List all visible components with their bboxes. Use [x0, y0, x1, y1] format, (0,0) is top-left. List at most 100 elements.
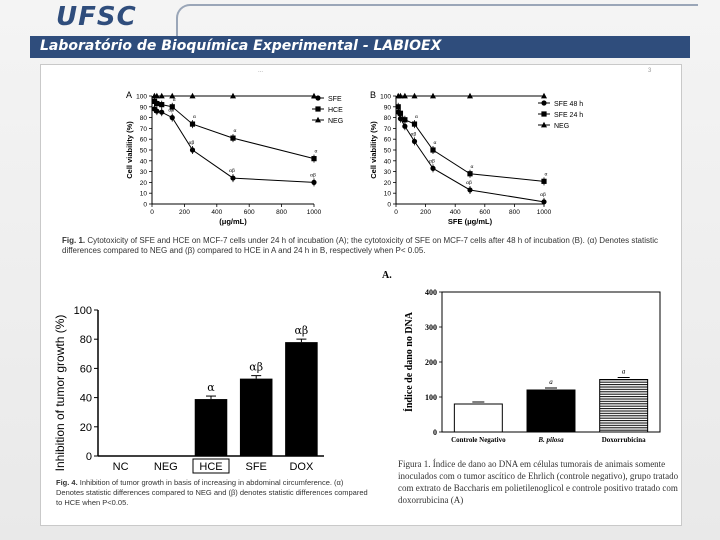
header-swoosh: [176, 4, 698, 36]
fig1A-data-point: [230, 175, 236, 181]
fig1B-x-tick-label: 400: [450, 209, 461, 216]
fig4-x-tick-label: SFE: [245, 461, 266, 473]
fig1B-data-annotation: αβ: [466, 180, 472, 186]
fig1A-data-point: [230, 135, 236, 141]
fig1A-legend-marker: [315, 95, 321, 101]
fig1B-data-annotation: αβ: [540, 192, 546, 198]
figD-y-tick-label: 0: [433, 428, 437, 437]
figure4-caption: Fig. 4. Inhibition of tumor growth in ba…: [56, 478, 372, 508]
fig1B-x-tick-label: 600: [479, 209, 490, 216]
fig1B-data-annotation: α: [545, 171, 548, 177]
fig1A-y-tick-label: 70: [140, 126, 148, 133]
fig1B-series-line: [397, 106, 545, 182]
figD-y-tick-label: 400: [425, 288, 437, 297]
fig1A-legend-label: HCE: [328, 107, 343, 114]
fig4-x-tick-label: NEG: [154, 461, 178, 473]
fig1B-legend-marker: [541, 121, 547, 128]
fig4-x-tick-label: HCE: [199, 461, 222, 473]
fig1A-y-tick-label: 100: [136, 94, 147, 101]
fig1B-data-point: [411, 92, 418, 99]
fig1A-data-point: [189, 147, 196, 153]
fig1B-x-tick-label: 200: [420, 209, 431, 216]
fig4-y-tick-label: 60: [80, 363, 92, 375]
fig1B-legend-label: SFE 24 h: [554, 112, 583, 119]
fig1B-y-tick-label: 60: [384, 137, 392, 144]
fig4-bar: [194, 399, 228, 456]
fig1B-data-point: [467, 187, 473, 193]
figD-y-tick-label: 100: [425, 393, 437, 402]
fig1A-y-label: Cell viability (%): [125, 121, 134, 179]
fig1A-y-tick-label: 30: [140, 169, 148, 176]
fig1B-data-point: [467, 92, 473, 99]
fig4-y-tick-label: 100: [74, 305, 92, 317]
fig1B-x-tick-label: 800: [509, 209, 520, 216]
figureD-caption-text: Figura 1. Índice de dano ao DNA em célul…: [398, 459, 679, 505]
fig1A-data-point: [189, 92, 196, 99]
figure4-caption-label: Fig. 4.: [56, 478, 78, 487]
fig1A-data-annotation: α: [173, 97, 176, 103]
fig1B-data-annotation: α: [434, 140, 437, 146]
fig1B-y-label: Cell viability (%): [369, 121, 378, 179]
fig1B-y-tick-label: 90: [384, 104, 392, 111]
fig1A-data-annotation: αβ: [229, 168, 235, 174]
fig1B-data-point: [541, 178, 547, 184]
fig1A-x-tick-label: 1000: [307, 209, 322, 216]
figureD-caption: Figura 1. Índice de dano ao DNA em célul…: [398, 458, 694, 506]
fig1A-data-annotation: α: [234, 128, 237, 134]
figure1-caption: Fig. 1. Cytotoxicity of SFE and HCE on M…: [62, 236, 678, 256]
ufsc-logo: UFSC: [56, 2, 137, 32]
fig1B-data-point: [411, 138, 418, 144]
fig1B-data-point: [430, 147, 436, 153]
fig1A-data-point: [153, 92, 160, 99]
fig1A-data-point: [159, 102, 165, 108]
figure1-caption-text: Cytotoxicity of SFE and HCE on MCF-7 cel…: [62, 236, 658, 255]
fig1B-y-tick-label: 80: [384, 115, 392, 122]
fig1A-legend-marker: [315, 116, 321, 123]
fig1B-x-tick-label: 1000: [537, 209, 552, 216]
fig1A-data-point: [311, 92, 317, 99]
fig1B-data-point: [411, 121, 418, 127]
fig1B-y-tick-label: 0: [387, 202, 391, 209]
fig1B-y-tick-label: 70: [384, 126, 392, 133]
fig1B-data-point: [397, 92, 404, 99]
fig1B-x-label: SFE (μg/mL): [448, 217, 493, 226]
fig4-y-tick-label: 20: [80, 422, 92, 434]
fig1A-data-point: [159, 109, 165, 115]
fig1A-data-point: [169, 92, 176, 99]
fig1A-x-tick-label: 200: [179, 209, 190, 216]
fig1A-data-annotation: α: [315, 149, 318, 155]
figD-x-tick-label: B. pilosa: [537, 436, 564, 444]
fig1A-panel-label: A: [126, 90, 132, 100]
lab-banner: Laboratório de Bioquímica Experimental -…: [30, 36, 690, 58]
fig1B-panel-label: B: [370, 90, 376, 100]
fig1A-data-annotation: α: [193, 114, 196, 120]
fig1B-y-tick-label: 30: [384, 169, 392, 176]
fig1B-data-point: [541, 199, 547, 205]
figD-bar: [526, 389, 576, 433]
fig1B-data-point: [397, 116, 404, 122]
fig1A-data-point: [169, 104, 175, 110]
lab-title: Laboratório de Bioquímica Experimental -…: [40, 38, 442, 54]
fig1B-y-tick-label: 50: [384, 148, 392, 155]
fig1B-data-point: [430, 165, 436, 171]
fig1B-y-tick-label: 40: [384, 158, 392, 165]
fig1A-data-point: [189, 121, 196, 127]
figD-x-tick-label: Doxorrubicina: [602, 436, 646, 444]
figD-y-label: Índice de dano no DNA: [403, 311, 415, 412]
figD-panel-label: A.: [382, 270, 392, 281]
figD-bar-annotation: a: [622, 368, 626, 376]
fig1A-data-point: [154, 108, 160, 114]
fig1A-y-tick-label: 50: [140, 148, 148, 155]
fig1A-legend-label: SFE: [328, 96, 342, 103]
fig1A-legend-marker: [315, 106, 321, 112]
fig4-bar: [285, 342, 318, 456]
fig1A-data-point: [311, 179, 317, 185]
fig1B-legend-marker: [541, 111, 547, 117]
fig1B-data-point: [402, 117, 408, 123]
fig1B-y-tick-label: 20: [384, 180, 392, 187]
figure4-caption-text: Inhibition of tumor growth in basis of i…: [56, 478, 368, 507]
fig1B-legend-label: SFE 48 h: [554, 101, 583, 108]
fig1A-data-annotation: αβ: [189, 140, 195, 146]
fig1A-x-tick-label: 600: [244, 209, 255, 216]
